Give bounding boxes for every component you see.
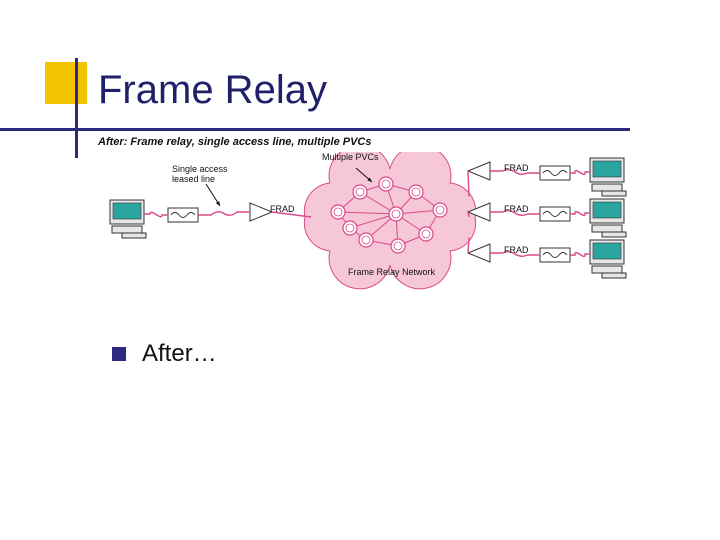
svg-text:Frame Relay Network: Frame Relay Network: [348, 267, 436, 277]
bullet-square-icon: [112, 347, 126, 361]
frame-relay-diagram: Single accessleased line Multiple PVCs FRA…: [100, 152, 660, 312]
diagram-caption: After: Frame relay, single access line, …: [98, 136, 371, 148]
bullet-row: After…: [112, 340, 217, 368]
accent-horizontal-line: [0, 128, 630, 131]
accent-vertical-line: [75, 58, 78, 158]
svg-text:Multiple PVCs: Multiple PVCs: [322, 152, 379, 162]
svg-text:FRAD: FRAD: [504, 245, 529, 255]
svg-text:FRAD: FRAD: [504, 204, 529, 214]
svg-text:Single accessleased line: Single accessleased line: [172, 164, 228, 184]
accent-yellow-square: [45, 62, 87, 104]
svg-text:FRAD: FRAD: [270, 204, 295, 214]
page-title: Frame Relay: [98, 68, 327, 113]
bullet-text: After…: [142, 340, 217, 368]
slide: Frame Relay After: Frame relay, single a…: [0, 0, 720, 540]
svg-text:FRAD: FRAD: [504, 163, 529, 173]
